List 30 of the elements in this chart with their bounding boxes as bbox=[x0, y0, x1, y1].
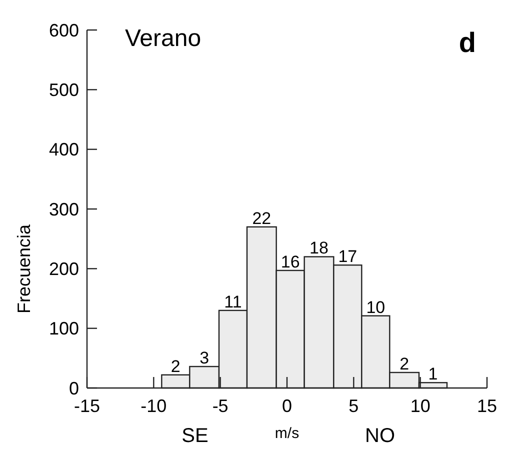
x-tick-label: 0 bbox=[282, 396, 292, 416]
y-tick-label: 100 bbox=[48, 318, 79, 339]
annotation: 18 bbox=[310, 238, 328, 258]
annotation: 2 bbox=[170, 356, 180, 376]
annotation: 11 bbox=[224, 292, 242, 312]
annotation: 22 bbox=[252, 208, 272, 228]
y-tick-label: 200 bbox=[48, 258, 79, 279]
annotation: 2 bbox=[400, 354, 410, 374]
x-tick-label: 10 bbox=[410, 396, 430, 416]
annotation: 10 bbox=[366, 298, 386, 317]
y-tick-label: 500 bbox=[48, 80, 79, 100]
y-tick-label: 300 bbox=[48, 199, 79, 220]
text: SE bbox=[182, 425, 208, 447]
y-tick-label: 0 bbox=[68, 378, 79, 398]
x-axis-title: m/s bbox=[274, 425, 300, 442]
x-tick-label: -15 bbox=[74, 396, 100, 416]
y-tick-label: 400 bbox=[48, 140, 79, 160]
annotation: 3 bbox=[200, 348, 210, 368]
annotation: 16 bbox=[280, 252, 300, 272]
chart-title: Verano bbox=[125, 25, 202, 52]
text: NO bbox=[365, 425, 395, 447]
y-tick-label: 600 bbox=[48, 20, 79, 40]
x-tick-label: 5 bbox=[348, 396, 359, 416]
y-axis-title: Frecuencia bbox=[14, 223, 34, 314]
annotation: 17 bbox=[338, 247, 358, 266]
annotation: d bbox=[458, 27, 476, 58]
x-tick-label: -10 bbox=[140, 396, 167, 416]
x-tick-label: 15 bbox=[476, 396, 498, 416]
x-tick-label: -5 bbox=[212, 396, 228, 416]
annotation: 1 bbox=[428, 364, 438, 384]
